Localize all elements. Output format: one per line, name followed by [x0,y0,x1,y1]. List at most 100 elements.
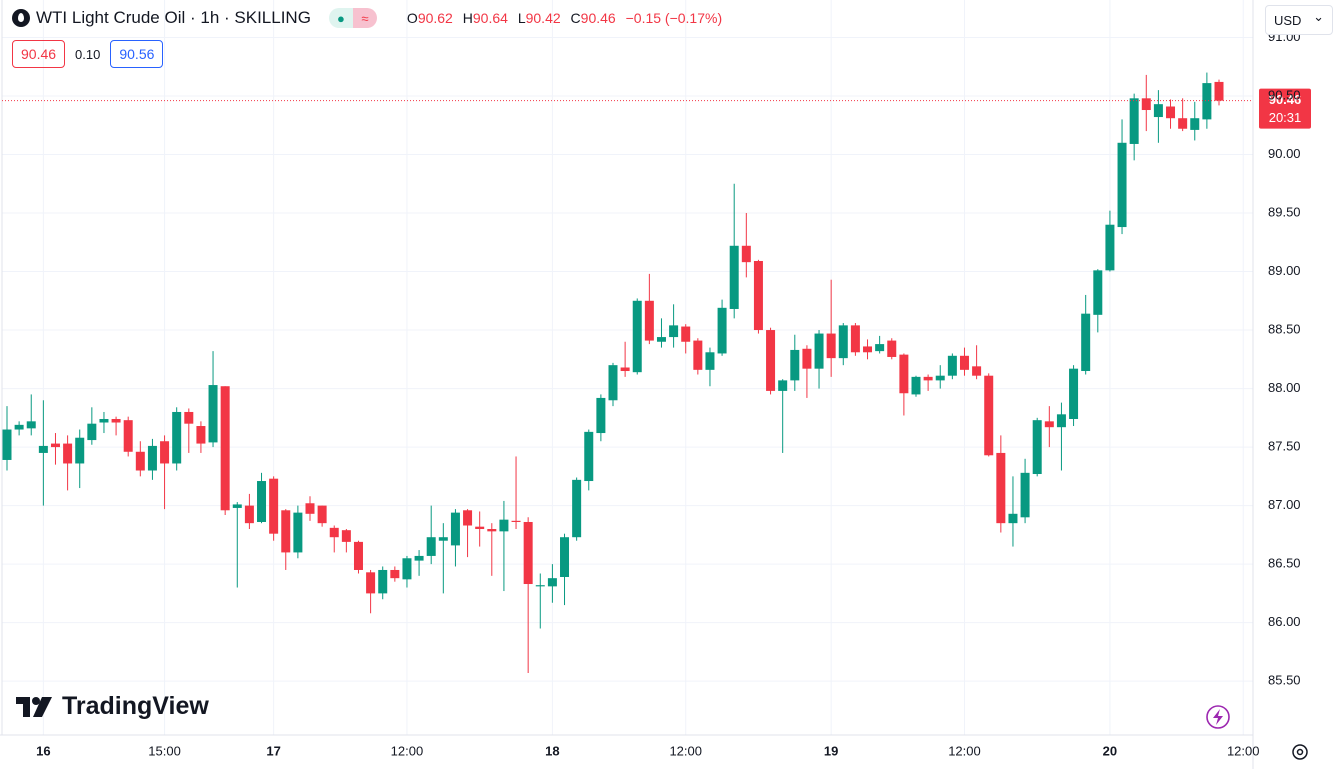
candle-body [1202,83,1212,120]
y-tick-label: 89.50 [1268,204,1301,219]
candle-body [257,481,267,522]
x-tick-label: 18 [545,743,559,758]
candle-body [281,510,291,553]
candle-body [547,578,557,587]
candle-body [1129,98,1139,144]
candle-body [802,348,812,369]
candle-body [596,397,606,434]
close-key: C [570,10,581,26]
candle-body [875,344,885,352]
high-key: H [462,10,473,26]
lightning-button[interactable] [1206,705,1230,729]
axes [0,0,1254,769]
candle-body [656,337,666,342]
candle-body [135,451,145,471]
candle-body [1141,98,1151,111]
last-price-label: 90.46 [1269,92,1302,107]
candle-body [305,503,315,514]
gear-icon [1292,744,1308,760]
candle-body [123,420,133,452]
last-price-box [1259,88,1311,129]
brand-logo [16,696,52,717]
candle-body [317,505,327,524]
candle-body [63,443,73,464]
candle-body [753,260,763,331]
settings-button[interactable] [1292,744,1308,760]
y-tick-label: 89.00 [1268,263,1301,278]
candle-body [632,300,642,373]
candle-body [584,431,594,482]
candle-body [972,366,982,376]
candle-body [220,386,230,511]
symbol-title[interactable]: WTI Light Crude Oil · 1h · SKILLING [36,8,311,27]
candle-body [341,530,351,542]
candle-body [1081,313,1091,372]
candle-body [741,245,751,263]
gear-center [1296,748,1304,756]
y-tick-label: 90.50 [1268,87,1301,102]
brand-name: TradingView [62,692,209,720]
market-open-icon: ● [328,8,353,28]
x-tick-label: 12:00 [669,743,702,758]
candle-body [402,558,412,580]
low-key: L [517,10,526,26]
candle-body [669,325,679,338]
candle-body [923,376,933,381]
open-value: 90.62 [417,10,453,26]
candle-body [778,380,788,391]
change-value: −0.15 (−0.17%) [625,10,723,26]
candle-body [1008,513,1018,524]
status-pill[interactable]: ● ≈ [328,8,377,28]
lightning-icon [1213,709,1223,725]
countdown-label: 20:31 [1269,110,1302,125]
candle-body [572,479,582,538]
candle-body [935,375,945,381]
candle-body [438,537,448,541]
candle-body [353,541,363,570]
quote-row: 90.46 0.10 90.56 [12,40,164,68]
candle-body [887,340,897,357]
currency-select[interactable]: USD [1265,5,1333,35]
x-tick-label: 19 [824,743,838,758]
candle-body [1044,421,1054,428]
close-value: 90.46 [580,10,616,26]
candle-body [26,421,36,429]
candle-body [463,510,473,526]
candle-body [850,325,860,353]
candles [2,72,1224,673]
candle-body [1105,224,1115,271]
candle-body [1117,142,1127,228]
x-tick-label: 12:00 [391,743,424,758]
candle-body [608,365,618,401]
candle-body [1032,420,1042,475]
candle-body [487,529,497,532]
candle-body [366,572,376,594]
candle-body [1214,81,1224,101]
brand: TradingView [16,692,209,721]
y-tick-label: 86.00 [1268,614,1301,629]
candle-body [499,519,509,532]
candle-body [705,352,715,370]
candle-body [196,426,206,444]
candle-body [620,367,630,372]
candle-body [208,385,218,443]
candle-body [1190,118,1200,130]
candle-body [996,452,1006,524]
candle-body [790,349,800,381]
candle-body [523,521,533,585]
candle-body [378,569,388,594]
candle-body [450,512,460,546]
bid-button[interactable]: 90.46 [12,40,66,68]
y-tick-label: 90.00 [1268,146,1301,161]
candle-body [426,537,436,556]
candle-body [232,504,242,508]
y-tick-label: 86.50 [1268,556,1301,571]
candle-body [729,245,739,309]
candle-body [681,326,691,342]
high-value: 90.64 [472,10,508,26]
candle-body [899,354,909,394]
ask-button[interactable]: 90.56 [110,40,164,68]
candle-body [717,307,727,354]
